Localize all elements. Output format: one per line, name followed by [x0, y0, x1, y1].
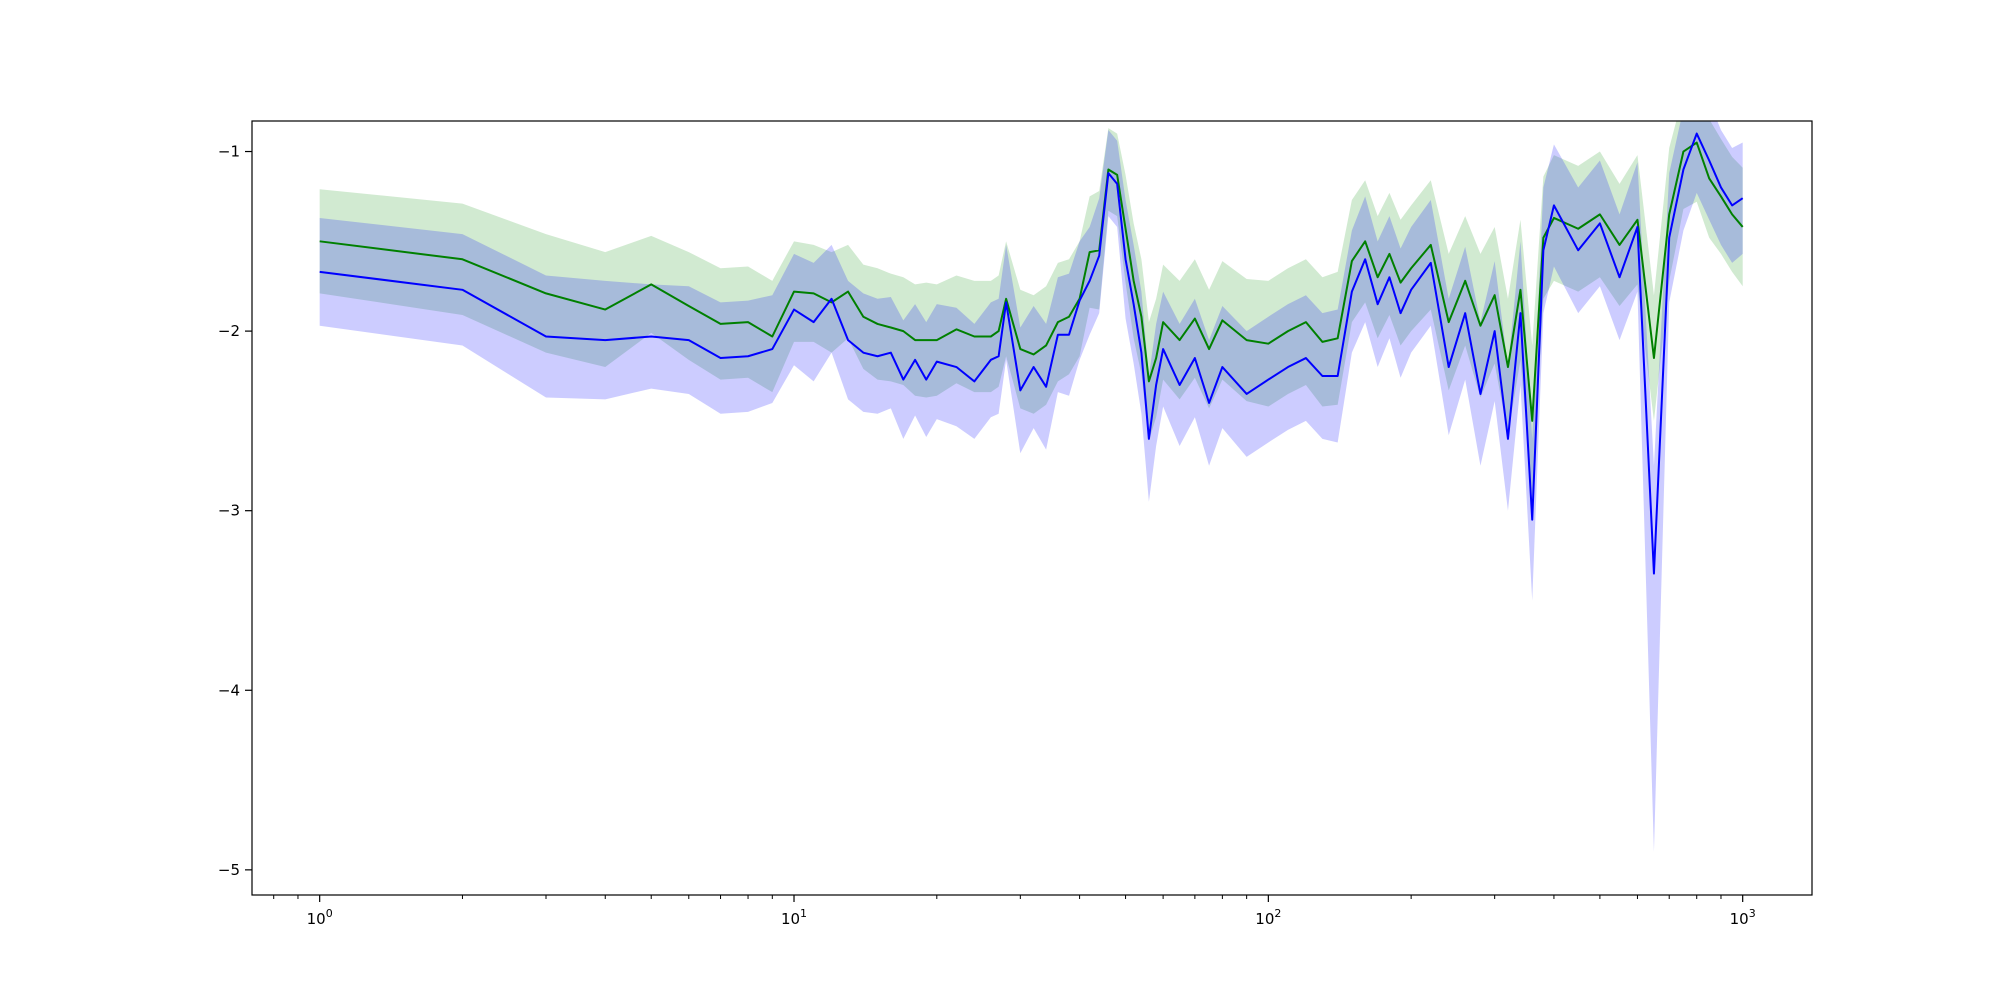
green-series-line	[319, 141, 1744, 422]
blue-band	[319, 121, 1743, 852]
y-tick-label: −5	[218, 861, 240, 879]
plot-frame	[251, 120, 1813, 896]
y-tick-label: −4	[218, 681, 240, 699]
y-tick-label: −1	[218, 143, 240, 161]
y-tick-label: −2	[218, 322, 240, 340]
confidence-bands	[319, 121, 1743, 852]
x-tick-label: 103	[1730, 907, 1756, 928]
x-tick-label: 101	[781, 907, 807, 928]
y-axis: −1 −2 −3 −4 −5	[218, 143, 252, 879]
green-band	[319, 121, 1743, 497]
series-lines	[319, 132, 1744, 575]
x-tick-label: 100	[307, 907, 333, 928]
x-tick-label: 102	[1255, 907, 1281, 928]
blue-series-line	[319, 132, 1744, 575]
y-tick-label: −3	[218, 502, 240, 520]
x-axis: 100 101 102 103	[273, 895, 1756, 928]
